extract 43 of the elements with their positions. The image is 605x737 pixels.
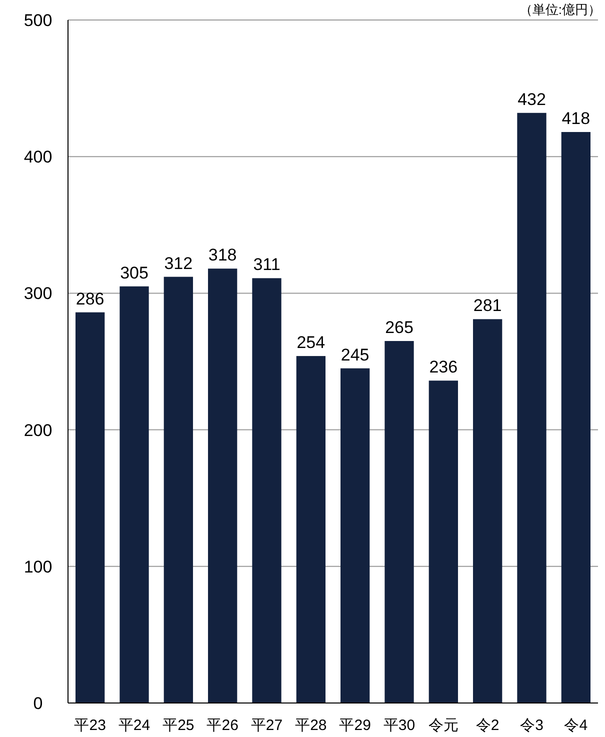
x-tick-label: 平25	[162, 717, 194, 734]
data-label: 254	[296, 333, 326, 352]
bar	[561, 132, 590, 703]
bar	[473, 319, 502, 703]
x-tick-label: 平23	[74, 717, 106, 734]
y-tick-label: 100	[24, 557, 52, 576]
x-tick-label: 令4	[564, 717, 588, 734]
bar	[340, 368, 370, 703]
y-tick-label: 300	[24, 284, 52, 304]
bar	[517, 112, 546, 703]
bar	[428, 380, 458, 703]
data-label: 305	[120, 263, 148, 282]
y-tick-label: 400	[24, 148, 52, 167]
x-tick-label: 平28	[295, 717, 327, 734]
y-tick-label: 0	[33, 694, 43, 713]
data-label: 312	[164, 254, 193, 273]
data-label: 418	[562, 109, 590, 128]
bar	[296, 356, 326, 703]
bar	[164, 276, 193, 703]
y-tick-label: 500	[24, 11, 52, 30]
bar	[384, 341, 414, 703]
data-label: 245	[340, 345, 370, 364]
text: （単位:億円）	[519, 2, 601, 17]
x-tick-label: 令3	[520, 717, 544, 734]
data-label: 311	[253, 255, 280, 274]
data-label: 286	[76, 289, 104, 308]
data-label: 281	[473, 296, 502, 316]
bar	[252, 278, 282, 703]
bar	[120, 286, 149, 703]
x-tick-label: 平27	[250, 717, 283, 734]
data-label: 432	[518, 90, 546, 109]
y-tick-label: 200	[24, 420, 52, 440]
data-label: 265	[385, 318, 414, 338]
data-label: 318	[208, 246, 237, 265]
bar	[208, 268, 238, 703]
x-tick-label: 平26	[206, 717, 238, 734]
x-tick-label: 令元	[428, 717, 458, 734]
x-tick-label: 平29	[339, 717, 371, 734]
x-tick-label: 平24	[118, 717, 150, 734]
data-label: 236	[429, 358, 458, 377]
x-tick-label: 令2	[476, 717, 500, 734]
bar	[76, 312, 105, 703]
x-tick-label: 平30	[383, 717, 416, 734]
